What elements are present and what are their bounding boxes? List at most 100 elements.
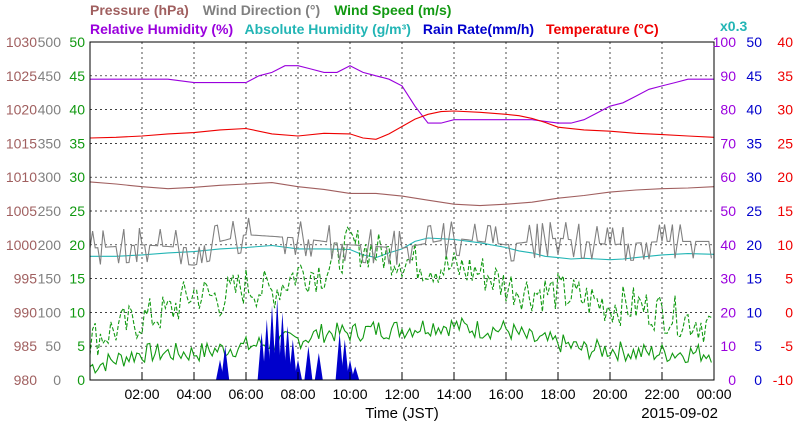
tick-label-humidity: 40 xyxy=(720,237,736,253)
x-tick-label: 22:00 xyxy=(644,386,679,402)
x-tick-label: 20:00 xyxy=(592,386,627,402)
tick-label-pressure: 1010 xyxy=(6,169,37,185)
tick-label-pressure: 1015 xyxy=(6,135,37,151)
tick-label-wind_direction: 100 xyxy=(38,304,62,320)
rain-rate-spike xyxy=(262,319,271,380)
legend-rain-rate: Rain Rate(mm/h) xyxy=(423,21,534,37)
rain-rate-spike xyxy=(346,359,354,380)
tick-label-temperature: 30 xyxy=(777,102,793,118)
series-line-pressure-hpa xyxy=(89,181,715,207)
legend-temperature: Temperature (°C) xyxy=(546,21,659,37)
x-tick-label: 18:00 xyxy=(540,386,575,402)
tick-label-pressure: 1020 xyxy=(6,102,37,118)
tick-label-temperature: 40 xyxy=(777,34,793,50)
tick-label-wind_speed: 25 xyxy=(69,203,85,219)
tick-label-pressure: 1030 xyxy=(6,34,37,50)
legend-wind-direction: Wind Direction (°) xyxy=(203,2,320,18)
tick-label-wind_speed: 40 xyxy=(69,102,85,118)
legend-wind-speed: Wind Speed (m/s) xyxy=(334,2,451,18)
series-line-wind-speed-mean-m-s xyxy=(89,316,712,375)
tick-label-wind_direction: 350 xyxy=(38,135,62,151)
rain-rate-spike xyxy=(314,352,323,380)
series-line-wind-speed-gust-m-s xyxy=(89,226,712,356)
rain-rate-spike xyxy=(268,305,276,380)
tick-label-humidity: 100 xyxy=(713,34,737,50)
rain-rate-spike xyxy=(278,312,287,380)
series-line-relative-humidity xyxy=(90,65,714,124)
tick-label-humidity: 90 xyxy=(720,68,736,84)
tick-label-temperature: -5 xyxy=(781,338,794,354)
tick-label-rain_rate: 50 xyxy=(746,34,762,50)
tick-label-wind_speed: 10 xyxy=(69,304,85,320)
series-line-temperature-c xyxy=(89,110,715,140)
axis-labels: 1030102510201015101010051000995990985980… xyxy=(6,34,793,402)
tick-label-temperature: 25 xyxy=(777,135,793,151)
tick-label-wind_speed: 0 xyxy=(77,372,85,388)
tick-label-temperature: 5 xyxy=(785,271,793,287)
tick-label-wind_direction: 50 xyxy=(45,338,61,354)
tick-label-humidity: 80 xyxy=(720,102,736,118)
tick-label-wind_direction: 450 xyxy=(38,68,62,84)
x-axis-label: Time (JST) xyxy=(365,405,439,422)
tick-label-wind_direction: 0 xyxy=(53,372,61,388)
x-tick-label: 12:00 xyxy=(384,386,419,402)
rain-rate-spike xyxy=(288,339,297,380)
x-tick-label: 14:00 xyxy=(436,386,471,402)
tick-label-humidity: 30 xyxy=(720,271,736,287)
legend-relative-humidity: Relative Humidity (%) xyxy=(90,21,233,37)
x-tick-label: 08:00 xyxy=(280,386,315,402)
tick-label-humidity: 50 xyxy=(720,203,736,219)
tick-label-rain_rate: 10 xyxy=(746,304,762,320)
rain-rate-spike xyxy=(351,366,360,380)
legend-row-1: Pressure (hPa) Wind Direction (°) Wind S… xyxy=(90,2,451,18)
tick-label-temperature: 15 xyxy=(777,203,793,219)
tick-label-temperature: 20 xyxy=(777,169,793,185)
x-tick-label: 16:00 xyxy=(488,386,523,402)
tick-label-rain_rate: 30 xyxy=(746,169,762,185)
tick-label-wind_speed: 30 xyxy=(69,169,85,185)
rain-rate-spike xyxy=(283,325,292,380)
tick-label-pressure: 995 xyxy=(14,271,38,287)
tick-label-temperature: -10 xyxy=(773,372,793,388)
tick-label-pressure: 985 xyxy=(14,338,38,354)
tick-label-pressure: 990 xyxy=(14,304,38,320)
tick-label-pressure: 1000 xyxy=(6,237,37,253)
tick-label-wind_direction: 200 xyxy=(38,237,62,253)
tick-label-humidity: 20 xyxy=(720,304,736,320)
tick-label-wind_speed: 35 xyxy=(69,135,85,151)
tick-label-rain_rate: 40 xyxy=(746,102,762,118)
tick-label-wind_direction: 300 xyxy=(38,169,62,185)
tick-label-rain_rate: 20 xyxy=(746,237,762,253)
tick-label-humidity: 0 xyxy=(728,372,736,388)
rain-rate-spike xyxy=(273,298,282,380)
tick-label-wind_speed: 50 xyxy=(69,34,85,50)
tick-label-wind_speed: 45 xyxy=(69,68,85,84)
rain-multiplier-label: x0.3 xyxy=(720,18,747,34)
rain-rate-spike xyxy=(294,359,302,380)
tick-label-temperature: 0 xyxy=(785,304,793,320)
tick-label-humidity: 60 xyxy=(720,169,736,185)
rain-rate-spike xyxy=(304,346,313,380)
series-layer xyxy=(89,65,715,380)
tick-label-pressure: 980 xyxy=(14,372,38,388)
tick-label-temperature: 35 xyxy=(777,68,793,84)
series-line-absolute-humidity-g-m xyxy=(90,237,715,261)
legend-absolute-humidity: Absolute Humidity (g/m³) xyxy=(245,21,411,37)
rain-rate-spike xyxy=(221,346,230,380)
tick-label-wind_direction: 500 xyxy=(38,34,62,50)
rain-rate-spike xyxy=(335,332,344,380)
x-tick-label: 00:00 xyxy=(696,386,731,402)
tick-label-rain_rate: 15 xyxy=(746,271,762,287)
x-tick-label: 10:00 xyxy=(332,386,367,402)
tick-label-wind_speed: 20 xyxy=(69,237,85,253)
tick-label-pressure: 1005 xyxy=(6,203,37,219)
legend-row-2: Relative Humidity (%) Absolute Humidity … xyxy=(90,21,659,37)
tick-label-rain_rate: 5 xyxy=(754,338,762,354)
x-tick-label: 04:00 xyxy=(176,386,211,402)
tick-label-humidity: 10 xyxy=(720,338,736,354)
tick-label-wind_direction: 150 xyxy=(38,271,62,287)
x-tick-label: 02:00 xyxy=(124,386,159,402)
tick-label-rain_rate: 0 xyxy=(754,372,762,388)
tick-label-temperature: 10 xyxy=(777,237,793,253)
